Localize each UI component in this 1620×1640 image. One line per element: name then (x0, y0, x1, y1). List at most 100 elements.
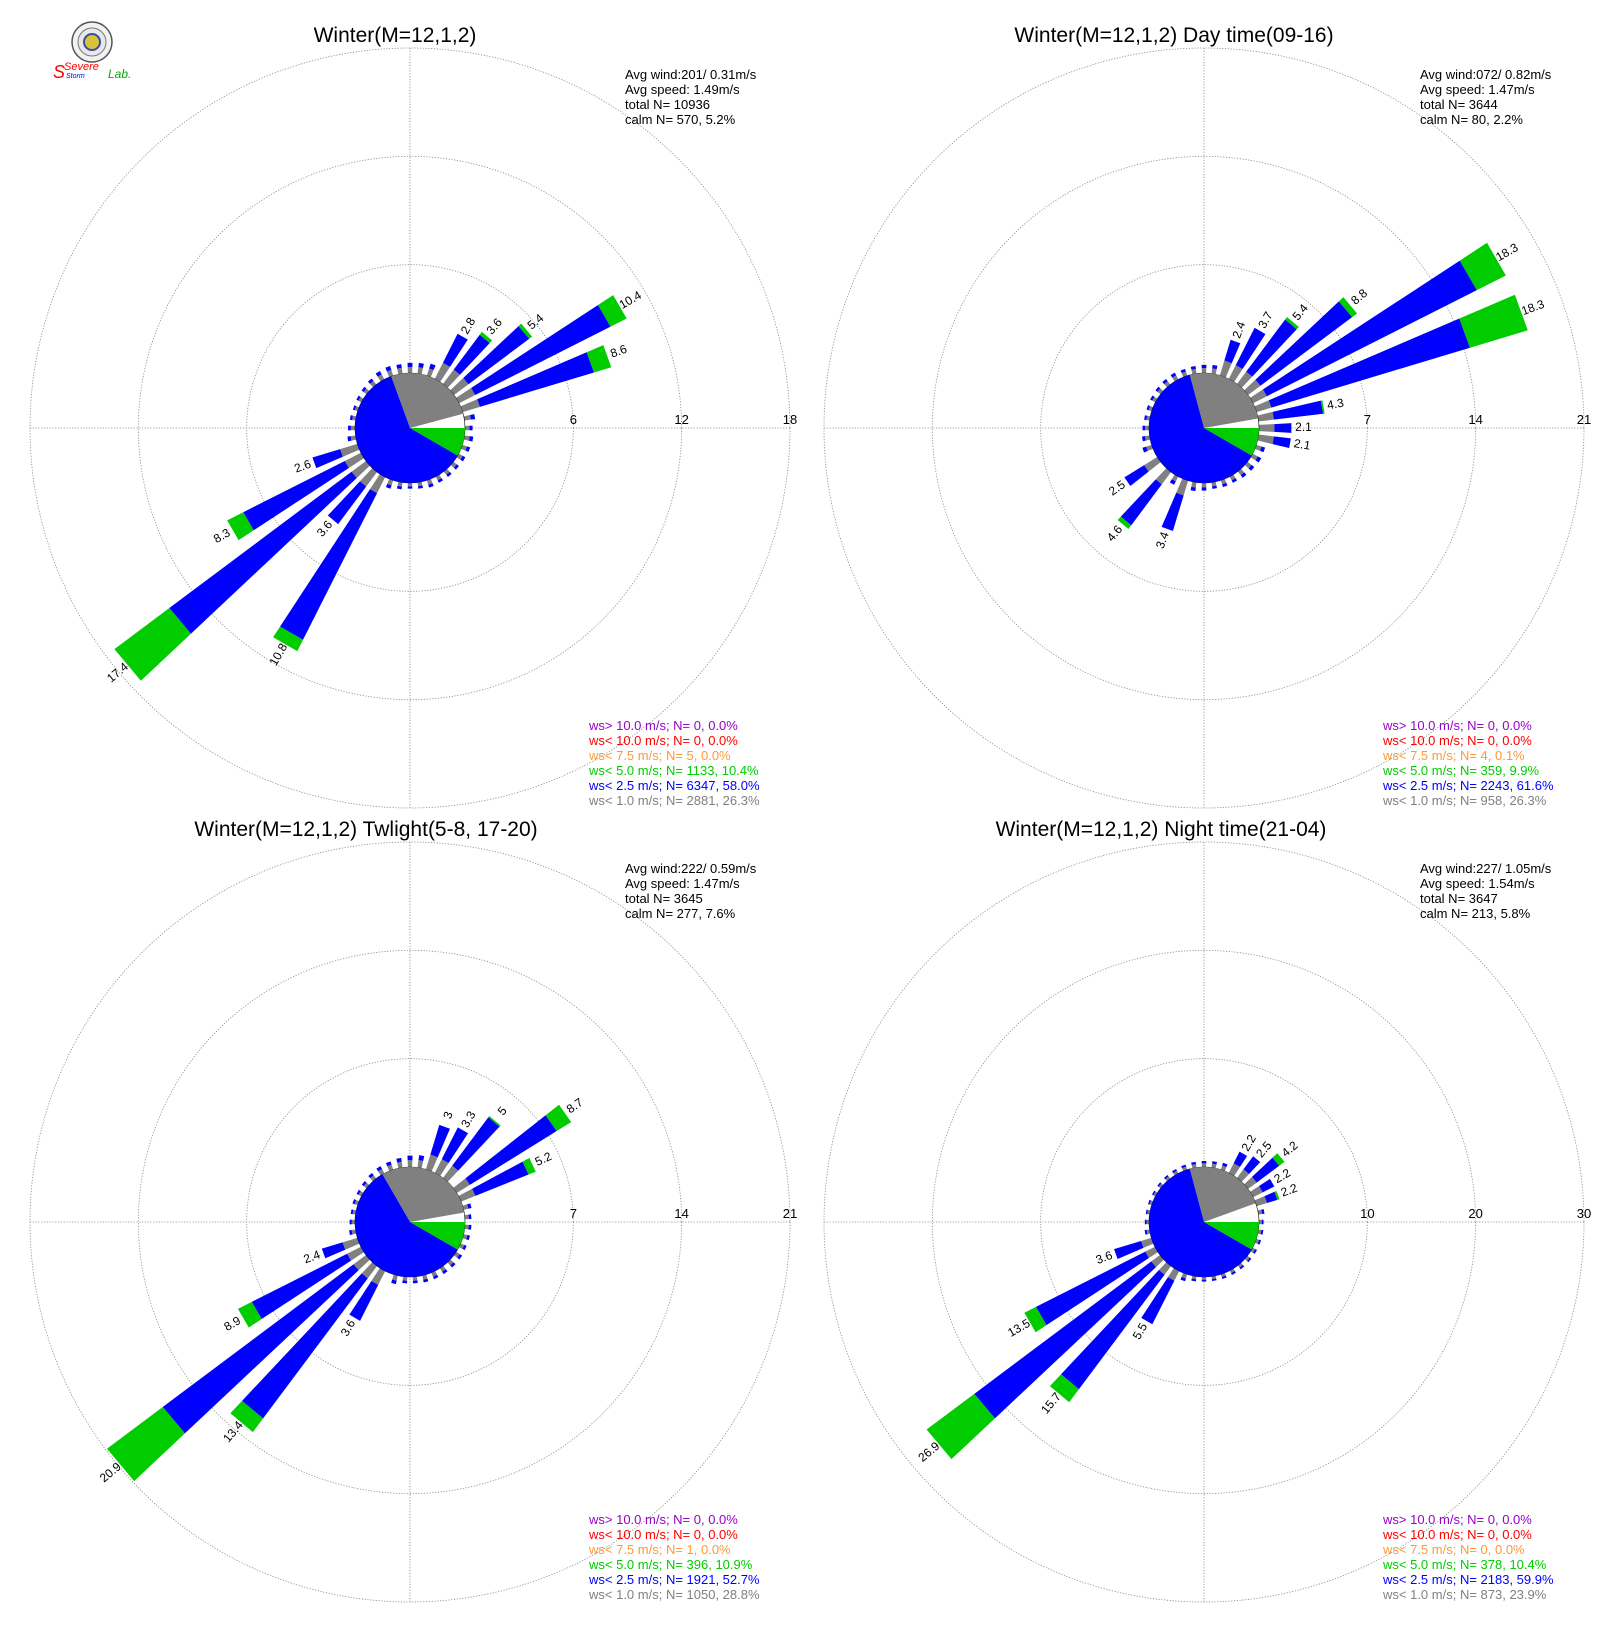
legend-entry: ws> 10.0 m/s; N= 0, 0.0% (1382, 1512, 1532, 1527)
small-bar-gray (1153, 1191, 1158, 1197)
panel-title: Winter(M=12,1,2) Day time(09-16) (1014, 24, 1333, 47)
small-bar-blue (1144, 415, 1148, 421)
small-bar-blue (437, 478, 444, 483)
wind-bar-segment (434, 362, 451, 382)
small-bar-blue (1145, 1209, 1149, 1215)
legend-entry: ws> 10.0 m/s; N= 0, 0.0% (588, 718, 738, 733)
legend-entry: ws< 7.5 m/s; N= 0, 0.0% (1382, 1542, 1525, 1557)
small-bar-blue (1246, 1257, 1252, 1263)
small-bar-blue (469, 425, 473, 431)
wind-bar-segment (340, 443, 360, 457)
wind-bar-segment (450, 377, 469, 396)
small-bar-gray (1229, 1268, 1235, 1274)
wind-bar-segment (237, 1301, 262, 1328)
small-bar-blue (1170, 372, 1177, 378)
calm-pie-gray (391, 373, 464, 428)
legend-entry: ws< 1.0 m/s; N= 873, 23.9% (1382, 1587, 1547, 1602)
small-bar-blue (1221, 1275, 1227, 1280)
small-bar-blue (1222, 1162, 1228, 1168)
small-bar-gray (397, 367, 403, 375)
small-bar-blue (1144, 1229, 1148, 1235)
bar-value-label: 2.6 (292, 457, 313, 476)
small-bar-blue (396, 485, 402, 490)
small-bar-gray (363, 388, 370, 395)
ring-tick-label: 6 (570, 412, 577, 427)
wind-bar-segment (1176, 478, 1189, 496)
wind-bar-segment (472, 1161, 529, 1196)
ring-tick-label: 20 (1468, 1206, 1482, 1221)
small-bar-blue (453, 464, 459, 470)
small-bar-blue (376, 1166, 383, 1172)
small-bar-blue (1191, 1278, 1197, 1282)
small-bar-blue (396, 364, 402, 369)
small-bar-blue (1222, 482, 1228, 488)
legend-entry: ws> 10.0 m/s; N= 0, 0.0% (1382, 718, 1532, 733)
small-bar-gray (462, 1234, 468, 1240)
small-bar-blue (396, 1157, 402, 1163)
wind-bar-segment (1161, 492, 1184, 532)
wind-bar-segment (321, 1242, 346, 1259)
panel-title: Winter(M=12,1,2) (314, 24, 477, 47)
small-bar-gray (1211, 1163, 1217, 1169)
small-bar-gray (464, 1224, 469, 1230)
small-bar-gray (1237, 1262, 1243, 1268)
small-bar-gray (1201, 368, 1207, 374)
wind-bar-segment (1049, 1374, 1079, 1403)
wind-bar-segment (1272, 400, 1324, 420)
grid-ring (931, 155, 1477, 701)
wind-bar-segment (327, 481, 367, 525)
calm-pie-gray (1189, 372, 1259, 428)
small-bar-gray (417, 481, 423, 487)
wind-bar-segment (1155, 468, 1172, 485)
stats-line: Avg wind:072/ 0.82m/s (1420, 67, 1552, 82)
wind-bar-segment (441, 1127, 469, 1164)
small-bar-blue (467, 1203, 472, 1209)
wind-bar-segment (1224, 339, 1241, 364)
small-bar-gray (378, 1169, 385, 1176)
wind-bar-segment (1262, 260, 1477, 397)
stats-line: Avg wind:227/ 1.05m/s (1420, 861, 1552, 876)
wind-bar-segment (347, 1246, 364, 1261)
wind-bar-segment (1338, 297, 1358, 318)
bar-value-label: 5.5 (1130, 1320, 1151, 1342)
wind-bar-segment (1272, 1153, 1285, 1166)
calm-pie-gray (1189, 1166, 1256, 1222)
small-bar-gray (358, 1190, 364, 1197)
calm-pie-blue (1149, 1168, 1252, 1277)
stats-line: calm N= 277, 7.6% (625, 906, 736, 921)
small-bar-blue (465, 446, 471, 452)
bar-value-label: 18.3 (1519, 297, 1546, 318)
wind-bar-segment (458, 1188, 476, 1202)
small-bar-gray (1146, 1219, 1150, 1225)
bar-value-label: 2.1 (1295, 420, 1312, 434)
stats-line: calm N= 570, 5.2% (625, 112, 736, 127)
wind-bar-segment (1274, 1190, 1280, 1200)
legend-entry: ws< 7.5 m/s; N= 1, 0.0% (588, 1542, 731, 1557)
wind-bar-segment (465, 1115, 557, 1185)
bar-value-label: 4.2 (1279, 1138, 1301, 1160)
small-bar-gray (463, 415, 471, 421)
wind-bar-segment (1219, 360, 1232, 378)
wind-bar-segment (1244, 1176, 1257, 1190)
wind-bar-segment (430, 1124, 450, 1158)
small-bar-gray (1254, 444, 1262, 451)
wind-bar-segment (1035, 1251, 1149, 1326)
small-bar-blue (1253, 1249, 1258, 1254)
logo-lab-text: Lab. (108, 67, 131, 81)
small-bar-blue (385, 366, 392, 372)
grid-ring (137, 155, 683, 701)
small-bar-gray (392, 1274, 398, 1281)
small-bar-gray (1149, 1200, 1154, 1206)
stats-line: Avg speed: 1.54m/s (1420, 876, 1535, 891)
wind-bar-segment (1320, 400, 1325, 414)
small-bar-blue (352, 405, 357, 411)
wind-bar-segment (312, 449, 343, 469)
legend-entry: ws< 5.0 m/s; N= 1133, 10.4% (588, 763, 759, 778)
wind-bar-segment (453, 334, 490, 375)
legend-entry: ws< 7.5 m/s; N= 4, 0.1% (1382, 748, 1525, 763)
small-bar-blue (1169, 479, 1176, 485)
small-bar-blue (407, 362, 413, 367)
bar-value-label: 4.3 (1326, 396, 1345, 413)
small-bar-gray (1146, 415, 1151, 421)
small-bar-gray (1165, 1176, 1171, 1182)
